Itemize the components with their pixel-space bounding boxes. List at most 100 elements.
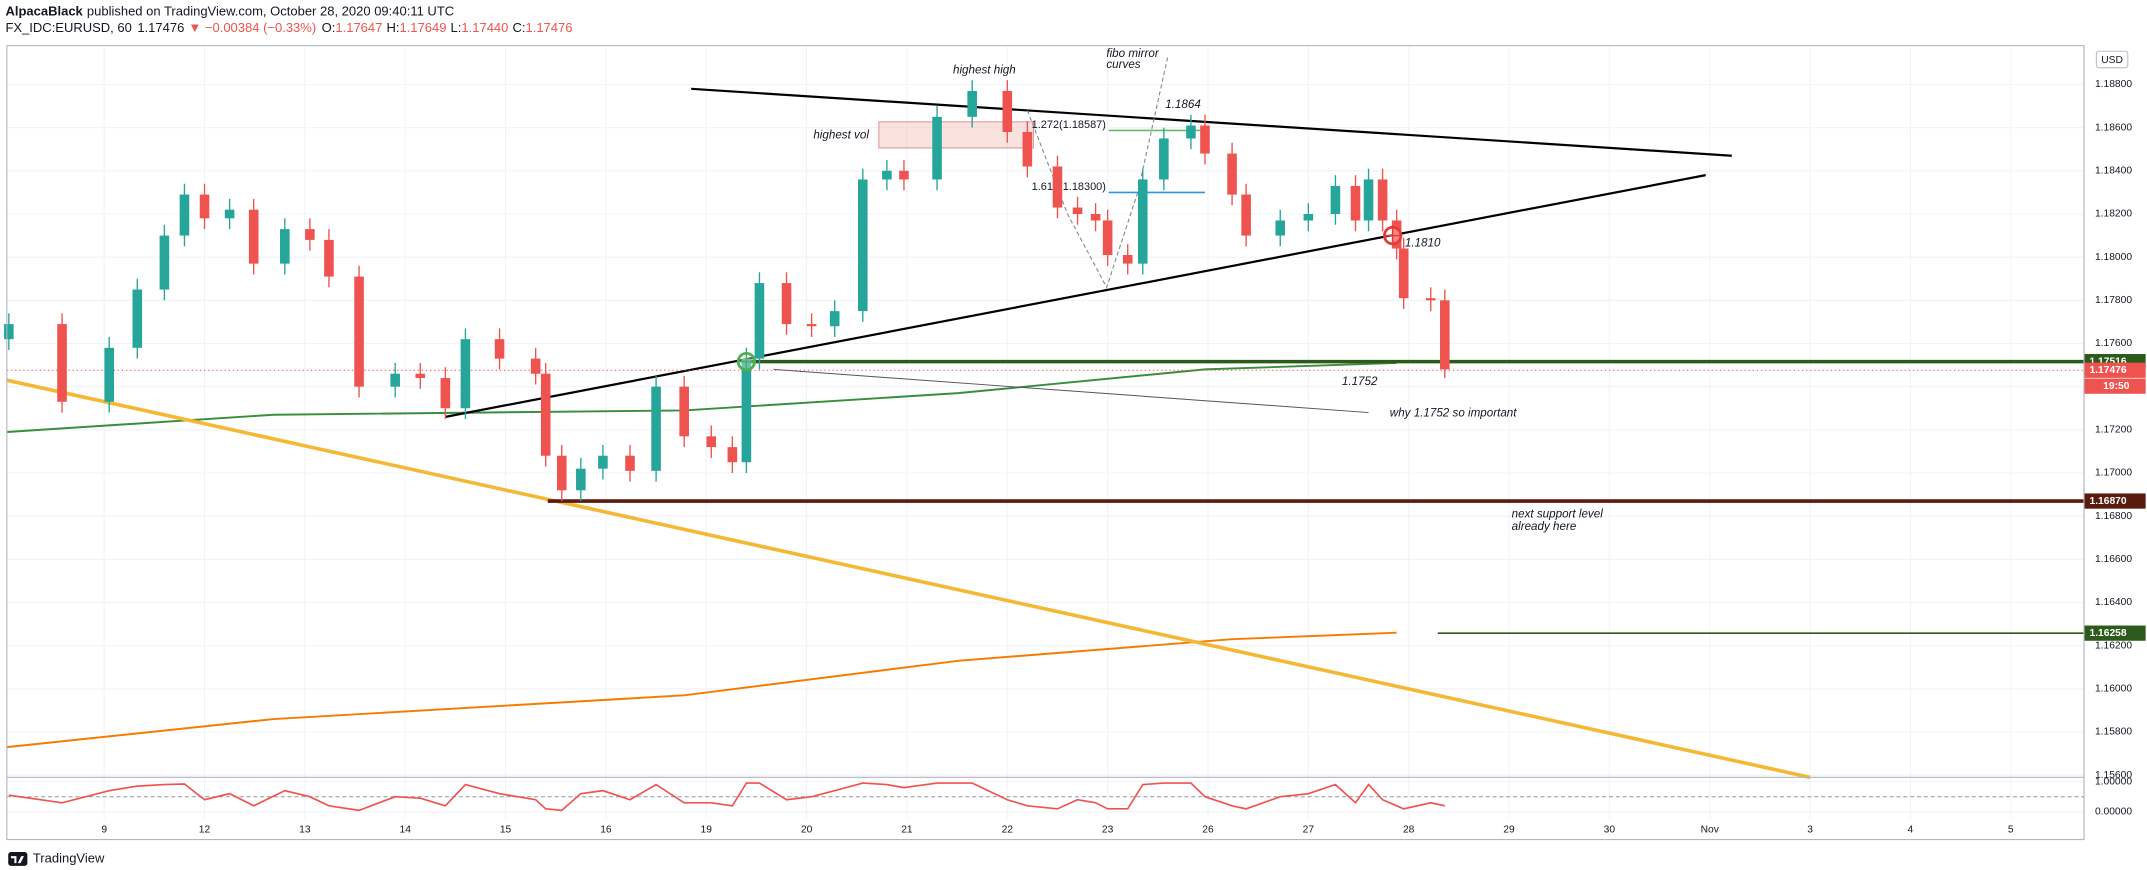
candle-body <box>651 386 661 471</box>
candle-body <box>1377 179 1388 221</box>
candle-body <box>440 378 451 409</box>
x-tick-label: 20 <box>801 825 813 836</box>
annotation: fibo mirror <box>1106 47 1159 60</box>
annotation: 1.1810 <box>1405 236 1441 249</box>
ohlc-value: 1.17647 <box>335 20 382 35</box>
candle-body <box>967 90 977 117</box>
x-tick-label: 9 <box>101 825 107 836</box>
candle-body <box>1391 220 1402 249</box>
candle-body <box>1002 90 1013 132</box>
y-tick-label: 1.17600 <box>2095 338 2132 349</box>
candle-body <box>1398 248 1409 299</box>
candle-body <box>932 116 942 180</box>
y-tick-label: 1.00000 <box>2095 776 2132 787</box>
x-tick-label: 19 <box>701 825 713 836</box>
price-tag-label: 1.17516 <box>2089 356 2126 367</box>
price-tag <box>2084 625 2146 641</box>
last-price: 1.17476 <box>137 20 184 35</box>
candle-body <box>179 194 190 236</box>
candle-body <box>1350 185 1361 221</box>
candle-body <box>324 239 334 277</box>
candle-body <box>806 324 817 327</box>
price-tag-label: 1.16258 <box>2089 628 2126 639</box>
candle-body <box>1137 179 1148 264</box>
annotation: 1.1864 <box>1165 98 1201 111</box>
x-tick-label: 26 <box>1202 825 1214 836</box>
y-tick-label: 1.18000 <box>2095 252 2132 263</box>
candle-body <box>1275 220 1286 236</box>
candle-body <box>354 276 364 387</box>
ohlc-value: 1.17440 <box>461 20 508 35</box>
annotation: curves <box>1106 58 1140 71</box>
x-tick-label: 22 <box>1002 825 1014 836</box>
line-ma <box>6 631 1397 749</box>
overlay: 1.17516 1.16870 1.16258 1.17476 19:50 <box>736 225 2146 641</box>
y-tick-label: 1.17800 <box>2095 295 2132 306</box>
marker-cross <box>738 353 755 370</box>
candle-body <box>415 373 426 379</box>
symbol: FX_IDC:EURUSD, 60 <box>5 20 131 35</box>
candle-body <box>1072 207 1083 214</box>
candle-body <box>1363 179 1374 221</box>
candle-body <box>1122 255 1133 264</box>
symbol-line: FX_IDC:EURUSD, 60 1.17476 ▼ −0.00384 (−0.3… <box>5 20 572 35</box>
candle-body <box>556 455 567 491</box>
candle-body <box>829 311 840 327</box>
x-tick-label: 16 <box>600 825 612 836</box>
candle-body <box>679 386 689 437</box>
candle-body <box>1159 138 1169 180</box>
candle-body <box>1022 131 1033 167</box>
candle-body <box>1200 125 1210 154</box>
ohlc-label: H: <box>386 20 399 35</box>
y-tick-label: 1.18800 <box>2095 79 2132 90</box>
candle-body <box>1241 194 1251 236</box>
x-tick-label: 27 <box>1303 825 1315 836</box>
y-tick-label: 1.18600 <box>2095 122 2132 133</box>
y-tick-label: 1.16400 <box>2095 597 2132 608</box>
annotation: 1.1752 <box>1342 375 1378 388</box>
candle-body <box>4 324 14 340</box>
candle-body <box>530 358 541 374</box>
candle-body <box>754 283 765 359</box>
annotation: why 1.1752 so important <box>1390 407 1517 420</box>
candle-body <box>1425 298 1436 301</box>
y-tick-label: 1.16200 <box>2095 640 2132 651</box>
y-tick-label: 1.16600 <box>2095 554 2132 565</box>
x-tick-label: 4 <box>1908 825 1914 836</box>
candle-body <box>540 373 551 456</box>
candle-body <box>1090 213 1101 221</box>
ohlc-label: L: <box>451 20 462 35</box>
candle-body <box>390 373 400 387</box>
x-tick-label: 29 <box>1503 825 1515 836</box>
candle-body <box>727 447 738 463</box>
candle-body <box>1052 166 1063 208</box>
y-tick-label: 1.18200 <box>2095 209 2132 220</box>
grid: 1.18800 1.18600 1.18400 1.18200 1.18000 1.178… <box>6 45 2132 836</box>
candle-body <box>305 229 315 240</box>
candle-body <box>882 170 892 180</box>
plot <box>4 80 1450 812</box>
ohlc-value: 1.17476 <box>525 20 572 35</box>
y-tick-label: 1.17000 <box>2095 468 2132 479</box>
y-tick-label: 1.16800 <box>2095 511 2132 522</box>
candle-body <box>132 289 143 348</box>
candle-body <box>224 209 235 219</box>
candle-body <box>159 235 170 290</box>
ohlc-label: C: <box>513 20 526 35</box>
fib-label: 1.618(1.18300) <box>1032 181 1106 193</box>
x-tick-label: Nov <box>1701 825 1720 836</box>
candle-body <box>1330 185 1341 214</box>
line-bold <box>6 378 1811 780</box>
drawings: 1.272(1.18587) 1.618(1.18300) <box>6 56 2085 798</box>
price-tag <box>2084 362 2146 378</box>
footer-brand: TradingView <box>33 850 105 865</box>
published: published on TradingView.com, October 28… <box>87 4 454 19</box>
candle-body <box>57 324 67 402</box>
candle-body <box>248 209 259 264</box>
x-tick-label: 5 <box>2008 825 2014 836</box>
candle-body <box>1440 300 1450 370</box>
x-tick-label: 23 <box>1102 825 1114 836</box>
x-tick-label: 13 <box>299 825 311 836</box>
